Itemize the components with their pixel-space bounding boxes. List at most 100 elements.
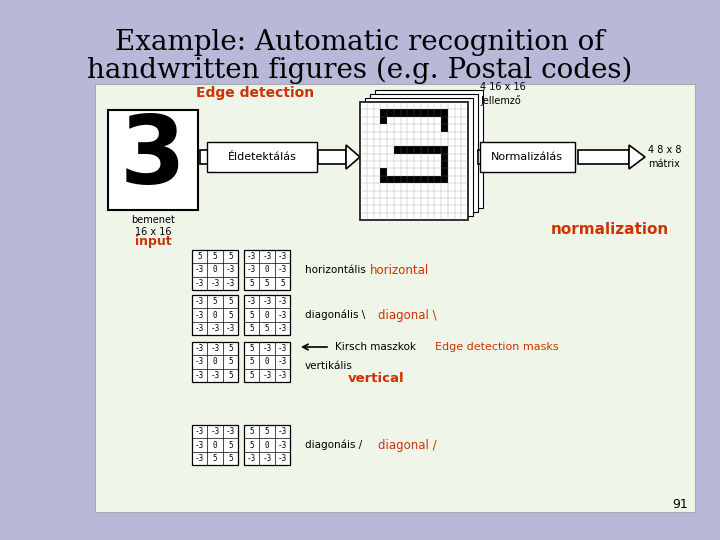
Text: -3: -3	[278, 441, 287, 449]
Text: -3: -3	[225, 324, 235, 333]
Bar	[380, 117, 387, 124]
Text: -3: -3	[262, 344, 271, 353]
Text: -3: -3	[278, 310, 287, 320]
Text: -3: -3	[278, 427, 287, 436]
Text: 0: 0	[265, 266, 269, 274]
Text: 4 8 x 8
mátrix: 4 8 x 8 mátrix	[648, 145, 682, 168]
Text: -3: -3	[262, 252, 271, 261]
Text: horizontális: horizontális	[305, 265, 366, 275]
Bar	[387, 176, 394, 183]
Text: 5: 5	[212, 454, 217, 463]
Polygon shape	[249, 145, 265, 169]
Bar	[400, 110, 408, 117]
Text: 0: 0	[212, 266, 217, 274]
Text: vertikális: vertikális	[305, 361, 353, 371]
Text: -3: -3	[262, 371, 271, 380]
Bar	[394, 110, 400, 117]
Text: -3: -3	[195, 371, 204, 380]
Bar	[394, 176, 400, 183]
Bar	[578, 150, 629, 164]
Bar	[380, 110, 387, 117]
Text: Éldetektálás: Éldetektálás	[228, 152, 297, 162]
Bar	[420, 146, 428, 153]
Bar	[441, 110, 448, 117]
Text: 0: 0	[265, 441, 269, 449]
Bar	[387, 110, 394, 117]
Text: -3: -3	[210, 324, 220, 333]
Bar	[420, 176, 428, 183]
Text: 5: 5	[228, 454, 233, 463]
Bar	[441, 153, 448, 161]
Text: 5: 5	[212, 252, 217, 261]
Text: 5: 5	[228, 297, 233, 306]
Text: Edge detection masks: Edge detection masks	[435, 342, 559, 352]
Bar	[420, 110, 428, 117]
Bar	[244, 425, 290, 465]
Bar	[480, 142, 575, 172]
Text: 0: 0	[265, 357, 269, 367]
Bar	[434, 146, 441, 153]
Text: 5: 5	[228, 371, 233, 380]
Text: -3: -3	[195, 324, 204, 333]
Bar	[428, 146, 434, 153]
Text: -3: -3	[278, 252, 287, 261]
Text: diagonal /: diagonal /	[378, 438, 436, 451]
Text: -3: -3	[247, 297, 256, 306]
Bar	[318, 150, 346, 164]
Text: -3: -3	[195, 357, 204, 367]
Bar	[414, 110, 420, 117]
Text: 5: 5	[197, 252, 202, 261]
Text: -3: -3	[195, 344, 204, 353]
Text: -3: -3	[195, 427, 204, 436]
Text: 5: 5	[228, 310, 233, 320]
Text: diagonális \: diagonális \	[305, 310, 365, 320]
Text: 5: 5	[265, 324, 269, 333]
Text: input: input	[135, 235, 171, 248]
Text: -3: -3	[225, 266, 235, 274]
Text: 5: 5	[228, 344, 233, 353]
Text: -3: -3	[278, 266, 287, 274]
Bar	[192, 250, 238, 290]
Bar	[408, 146, 414, 153]
Bar	[441, 168, 448, 176]
Bar	[244, 250, 290, 290]
Text: -3: -3	[210, 427, 220, 436]
Bar	[408, 176, 414, 183]
Text: Kirsch maszkok: Kirsch maszkok	[335, 342, 416, 352]
Text: -3: -3	[278, 357, 287, 367]
Text: -3: -3	[247, 252, 256, 261]
Bar	[434, 110, 441, 117]
Bar	[365, 98, 473, 216]
Bar	[192, 342, 238, 382]
Text: -3: -3	[195, 454, 204, 463]
Text: 3: 3	[120, 112, 186, 204]
Text: -3: -3	[195, 441, 204, 449]
Bar	[441, 161, 448, 168]
Text: 4 16 x 16
Jellemző: 4 16 x 16 Jellemző	[480, 82, 526, 106]
Polygon shape	[629, 145, 645, 169]
Bar	[360, 102, 468, 220]
Text: 5: 5	[249, 344, 254, 353]
Text: -3: -3	[247, 454, 256, 463]
Bar	[192, 295, 238, 335]
Bar	[434, 176, 441, 183]
Bar	[192, 425, 238, 465]
Text: 0: 0	[212, 441, 217, 449]
Bar	[108, 110, 198, 210]
Text: 5: 5	[265, 427, 269, 436]
Text: 0: 0	[212, 310, 217, 320]
Text: 5: 5	[249, 441, 254, 449]
Text: 5: 5	[212, 297, 217, 306]
Text: -3: -3	[225, 427, 235, 436]
Text: 0: 0	[212, 357, 217, 367]
Text: 5: 5	[228, 441, 233, 449]
Text: -3: -3	[278, 297, 287, 306]
Bar	[441, 124, 448, 132]
Bar	[244, 295, 290, 335]
Bar	[380, 176, 387, 183]
Text: -3: -3	[262, 297, 271, 306]
Text: -3: -3	[195, 310, 204, 320]
Bar	[370, 94, 478, 212]
Polygon shape	[529, 145, 545, 169]
Bar	[441, 117, 448, 124]
